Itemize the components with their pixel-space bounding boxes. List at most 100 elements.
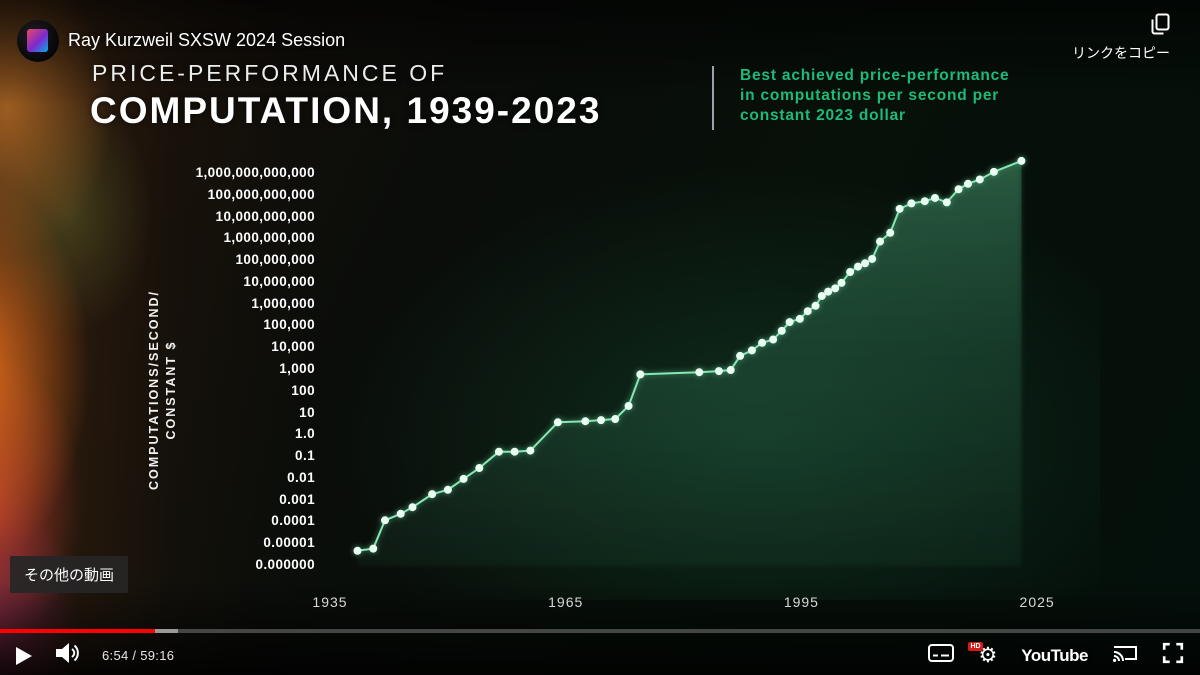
y-axis-tick-label: 10,000	[271, 339, 315, 355]
data-point	[758, 338, 767, 347]
data-point	[624, 401, 633, 410]
play-button[interactable]	[16, 646, 32, 665]
video-title[interactable]: Ray Kurzweil SXSW 2024 Session	[68, 30, 346, 50]
volume-icon	[54, 642, 80, 669]
chart-title-line1: PRICE-PERFORMANCE OF	[92, 60, 448, 86]
data-point	[408, 503, 417, 512]
more-videos-badge[interactable]: その他の動画	[10, 556, 129, 593]
y-axis-tick-label: 0.000000	[255, 557, 315, 573]
x-axis-tick-label: 1995	[783, 594, 819, 610]
chart-title-line2: COMPUTATION, 1939-2023	[90, 90, 602, 131]
y-axis-tick-label: 100,000,000,000	[207, 186, 315, 202]
channel-avatar[interactable]	[17, 20, 59, 62]
data-point	[895, 204, 904, 213]
cast-icon	[1112, 643, 1138, 668]
channel-logo-icon	[27, 29, 48, 52]
copy-link-button[interactable]: リンクをコピー	[1056, 12, 1186, 63]
subtitles-button[interactable]	[928, 643, 955, 668]
cast-button[interactable]	[1112, 643, 1138, 668]
data-point	[459, 474, 468, 483]
hd-quality-badge: HD	[968, 642, 983, 651]
progress-played	[0, 629, 155, 633]
data-point	[886, 228, 895, 237]
data-point	[975, 175, 984, 184]
y-axis-tick-label: 10,000,000	[243, 273, 315, 289]
data-point	[714, 367, 723, 376]
data-point	[353, 546, 362, 555]
y-axis-tick-label: 0.00001	[263, 535, 315, 551]
data-point	[803, 307, 812, 316]
data-point	[954, 185, 963, 194]
data-point	[875, 237, 884, 246]
data-point	[611, 415, 620, 424]
y-axis-tick-label: 0.1	[295, 448, 315, 464]
data-point	[1017, 156, 1026, 165]
data-point	[868, 254, 877, 263]
annotation-line: Best achieved price-performance	[740, 67, 1010, 84]
data-point	[369, 544, 378, 553]
data-point	[636, 370, 645, 379]
y-axis-tick-label: 1.0	[295, 426, 315, 442]
y-axis-tick-label: 0.0001	[271, 513, 315, 529]
data-point	[930, 193, 939, 202]
data-point	[920, 197, 929, 206]
data-point	[777, 326, 786, 335]
settings-button[interactable]: ⚙ HD	[968, 642, 998, 667]
data-point	[510, 447, 519, 456]
y-axis-tick-label: 100,000	[263, 317, 315, 333]
data-point	[817, 291, 826, 300]
line-chart	[353, 156, 1026, 567]
chart-annotation: Best achieved price-performance in compu…	[740, 66, 1009, 126]
y-axis-tick-label: 10	[299, 404, 315, 420]
data-point	[475, 464, 484, 473]
data-point	[769, 335, 778, 344]
data-point	[831, 284, 840, 293]
y-axis-tick-label: 10,000,000,000	[215, 208, 315, 224]
y-axis-tick-label: 1,000	[279, 361, 315, 377]
y-axis-tick-label: 0.01	[287, 469, 315, 485]
play-icon	[16, 646, 32, 665]
data-point	[785, 318, 794, 327]
data-point	[824, 287, 833, 296]
fullscreen-button[interactable]	[1162, 642, 1184, 669]
copy-icon	[1148, 12, 1172, 41]
data-point	[695, 368, 704, 377]
data-point	[989, 167, 998, 176]
settings-gear-icon: ⚙	[978, 644, 998, 667]
data-point	[553, 418, 562, 427]
data-point	[380, 516, 389, 525]
data-point	[581, 417, 590, 426]
annotation-line: in computations per second per	[740, 87, 1000, 104]
x-axis-tick-label: 1935	[312, 594, 348, 610]
y-axis-tick-label: 0.001	[279, 491, 315, 507]
data-point	[942, 198, 951, 207]
volume-button[interactable]	[54, 642, 80, 669]
data-point	[597, 416, 606, 425]
subtitles-icon	[928, 643, 955, 668]
progress-bar[interactable]	[0, 629, 1200, 633]
copy-link-label: リンクをコピー	[1072, 45, 1170, 61]
title-separator	[712, 66, 714, 130]
player-controls: 6:54 / 59:16 ⚙ HD YouTube	[0, 636, 1200, 675]
annotation-line: constant 2023 dollar	[740, 107, 906, 124]
fullscreen-icon	[1162, 642, 1184, 669]
data-point	[795, 314, 804, 323]
y-axis-tick-label: 100	[291, 382, 315, 398]
x-axis-tick-label: 2025	[1019, 594, 1055, 610]
y-axis-tick-label: 1,000,000,000	[223, 230, 315, 246]
data-point	[853, 262, 862, 271]
data-point	[396, 509, 405, 518]
data-point	[861, 259, 870, 268]
data-point	[907, 199, 916, 208]
data-point	[494, 447, 503, 456]
data-point	[726, 366, 735, 375]
data-point	[428, 490, 437, 499]
y-axis-tick-label: 1,000,000,000,000	[195, 165, 315, 180]
y-axis-tick-label: 100,000,000	[235, 252, 315, 268]
data-point	[811, 301, 820, 310]
data-point	[963, 179, 972, 188]
area-fill	[357, 160, 1022, 567]
time-display: 6:54 / 59:16	[102, 648, 175, 663]
youtube-logo[interactable]: YouTube	[1021, 645, 1088, 665]
